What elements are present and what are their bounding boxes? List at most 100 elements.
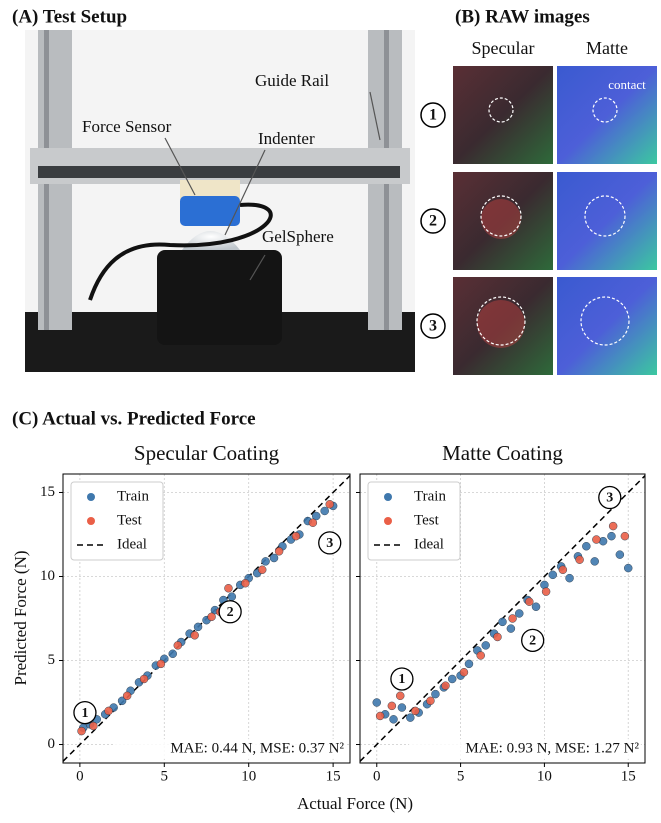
y-axis-label: Predicted Force (N): [11, 550, 30, 685]
point: [387, 701, 397, 711]
contact-ring: [488, 97, 514, 123]
point: [375, 711, 385, 721]
legend-box: [367, 481, 461, 561]
point: [395, 691, 405, 701]
point: [565, 573, 574, 583]
point: [411, 706, 420, 716]
chart: Specular Coating 0 5 10 15 0 5 10 15 1 2 3 MAE: 0.44…: [40, 441, 351, 784]
marker-label: 2: [227, 605, 234, 620]
point: [431, 689, 440, 699]
marker-label: 2: [529, 634, 536, 649]
label: Guide Rail: [255, 71, 329, 90]
marker-label: 3: [606, 491, 613, 506]
point: [575, 555, 584, 564]
chart-title: Specular Coating: [134, 441, 280, 465]
legend-swatch: [384, 493, 392, 501]
column-header: Matte: [586, 38, 628, 58]
marker-badge: [218, 600, 242, 624]
marker-badge: [318, 531, 342, 555]
point: [117, 696, 127, 706]
marker-badge: [390, 667, 414, 691]
point: [447, 674, 457, 684]
chart: Matte Coating 0 5 10 15 1 2 3 MAE: 0.93 N, MSE: …: [356, 441, 646, 784]
marker-label: 1: [81, 706, 88, 721]
raw-image: [557, 172, 657, 270]
point: [168, 649, 177, 659]
row-label: 1: [429, 107, 437, 124]
point: [406, 713, 415, 722]
point: [459, 668, 469, 677]
x-tick-label: 15: [621, 768, 636, 784]
label: Indenter: [258, 129, 315, 148]
point: [77, 726, 86, 736]
row-badge: [420, 102, 446, 128]
x-tick-label: 15: [326, 768, 341, 784]
point: [481, 641, 490, 650]
legend-label: Train: [117, 488, 149, 504]
point: [464, 659, 474, 669]
raw-image: [557, 66, 657, 164]
raw-images: Specular Matte 1 2 3 contact: [420, 38, 657, 375]
annotation-bg: [114, 739, 346, 759]
point: [620, 531, 630, 541]
annotation: MAE: 0.44 N, MSE: 0.37 N²: [170, 740, 344, 756]
panel-title: (A) Test Setup: [12, 6, 127, 27]
label: Force Sensor: [82, 117, 172, 136]
point: [531, 602, 541, 611]
leader-lines: [164, 91, 381, 281]
point: [558, 565, 568, 575]
point: [508, 614, 517, 623]
point: [227, 592, 237, 601]
annotation: contact: [608, 77, 646, 92]
x-tick-label: 10: [241, 768, 256, 784]
point: [320, 506, 329, 516]
point: [89, 721, 98, 731]
legend-swatch: [87, 493, 95, 501]
contact-ring: [480, 195, 522, 237]
point: [372, 698, 382, 707]
y-tick-label: 10: [40, 568, 55, 584]
marker-badge: [521, 628, 545, 652]
legend-label: Test: [117, 512, 143, 528]
raw-image: [557, 277, 657, 375]
row-label: 3: [429, 318, 437, 335]
point: [193, 622, 203, 632]
point: [207, 612, 216, 622]
legend-swatch: [87, 517, 95, 525]
annotation-bg: [409, 739, 641, 759]
point: [269, 553, 279, 563]
panel-title: (C) Actual vs. Predicted Force: [12, 408, 256, 429]
point: [261, 557, 270, 566]
x-tick-label: 5: [457, 768, 465, 784]
point: [582, 542, 591, 551]
point: [104, 706, 113, 716]
point: [498, 617, 507, 627]
point: [541, 587, 551, 596]
point: [548, 570, 558, 580]
point: [607, 531, 616, 541]
x-tick-label: 0: [76, 768, 84, 784]
row-badge: [420, 208, 446, 234]
contact-ring: [592, 97, 618, 123]
point: [525, 597, 534, 606]
point: [506, 624, 516, 633]
y-tick-label: 0: [48, 736, 56, 752]
point: [257, 565, 267, 575]
point: [608, 521, 618, 531]
column-header: Specular: [472, 38, 535, 58]
point: [156, 659, 166, 669]
point: [173, 641, 183, 650]
x-tick-label: 10: [537, 768, 552, 784]
x-axis-label: Actual Force (N): [297, 794, 413, 813]
plot-frame: [359, 473, 646, 764]
legend-swatch: [384, 517, 392, 525]
point: [389, 715, 398, 724]
point: [122, 691, 132, 701]
marker-badge: [598, 485, 622, 510]
legend-box: [70, 481, 164, 561]
marker-label: 1: [398, 672, 405, 687]
panel-title: (B) RAW images: [455, 6, 590, 27]
point: [515, 609, 524, 618]
annotation: MAE: 0.93 N, MSE: 1.27 N²: [465, 740, 639, 756]
